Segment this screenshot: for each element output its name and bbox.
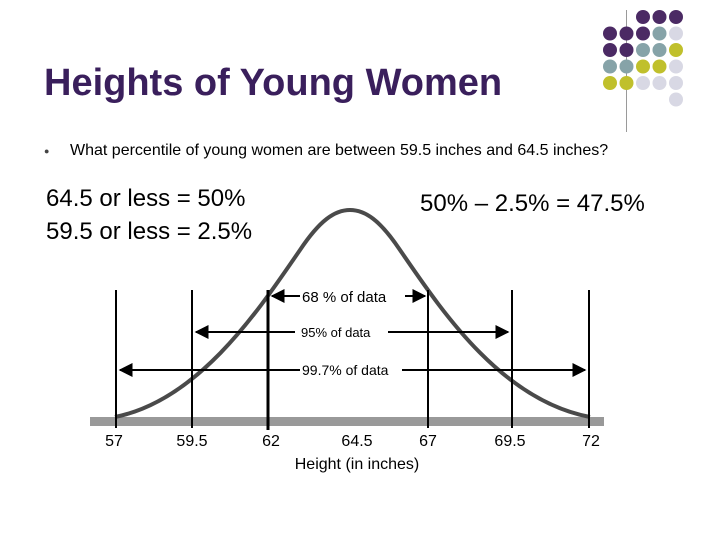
tick-label: 72 [582, 433, 600, 450]
bullet-icon: ● [44, 146, 50, 156]
decor-dot [669, 59, 683, 74]
equation-left: 64.5 or less = 50% 59.5 or less = 2.5% [46, 182, 252, 248]
equation-line-2: 59.5 or less = 2.5% [46, 218, 253, 245]
decor-dot [636, 26, 650, 41]
bell-curve [114, 207, 591, 419]
label-68-percent: 68 % of data [302, 289, 387, 306]
axis-baseline [90, 417, 604, 426]
decor-dot [603, 59, 617, 74]
tick-label: 62 [262, 433, 280, 450]
label-95-percent: 95% of data [301, 325, 371, 340]
decor-dot [652, 26, 667, 41]
decor-dot [619, 26, 634, 41]
decor-dot [669, 76, 683, 90]
decor-dot [636, 43, 650, 57]
decor-dot [636, 59, 650, 74]
tick-label: 67 [419, 433, 437, 450]
tick-label: 57 [105, 433, 123, 450]
equation-right: 50% – 2.5% = 47.5% [420, 190, 645, 217]
decor-dot [619, 43, 634, 57]
decor-dot [636, 10, 650, 24]
equation-line-1: 64.5 or less = 50% [46, 185, 246, 212]
corner-dot-grid [603, 10, 683, 107]
decor-dot [652, 10, 667, 24]
tick-label: 64.5 [341, 433, 372, 450]
decor-dot [669, 43, 683, 57]
decor-dot [619, 76, 634, 90]
label-99-7-percent: 99.7% of data [302, 362, 389, 378]
decor-dot [669, 10, 683, 24]
decor-dot [652, 59, 667, 74]
tick-label: 59.5 [176, 433, 207, 450]
decor-dot [669, 26, 683, 41]
decor-dot [619, 59, 634, 74]
decor-dot [669, 92, 683, 107]
decor-dot [603, 43, 617, 57]
slide-title: Heights of Young Women [44, 62, 503, 104]
decor-dot [603, 26, 617, 41]
tick-label: 69.5 [494, 433, 525, 450]
decor-dot [652, 43, 667, 57]
decor-dot [636, 76, 650, 90]
bullet-text: What percentile of young women are betwe… [70, 142, 609, 159]
decor-dot [652, 76, 667, 90]
axis-label: Height (in inches) [295, 456, 420, 473]
decor-dot [603, 76, 617, 90]
